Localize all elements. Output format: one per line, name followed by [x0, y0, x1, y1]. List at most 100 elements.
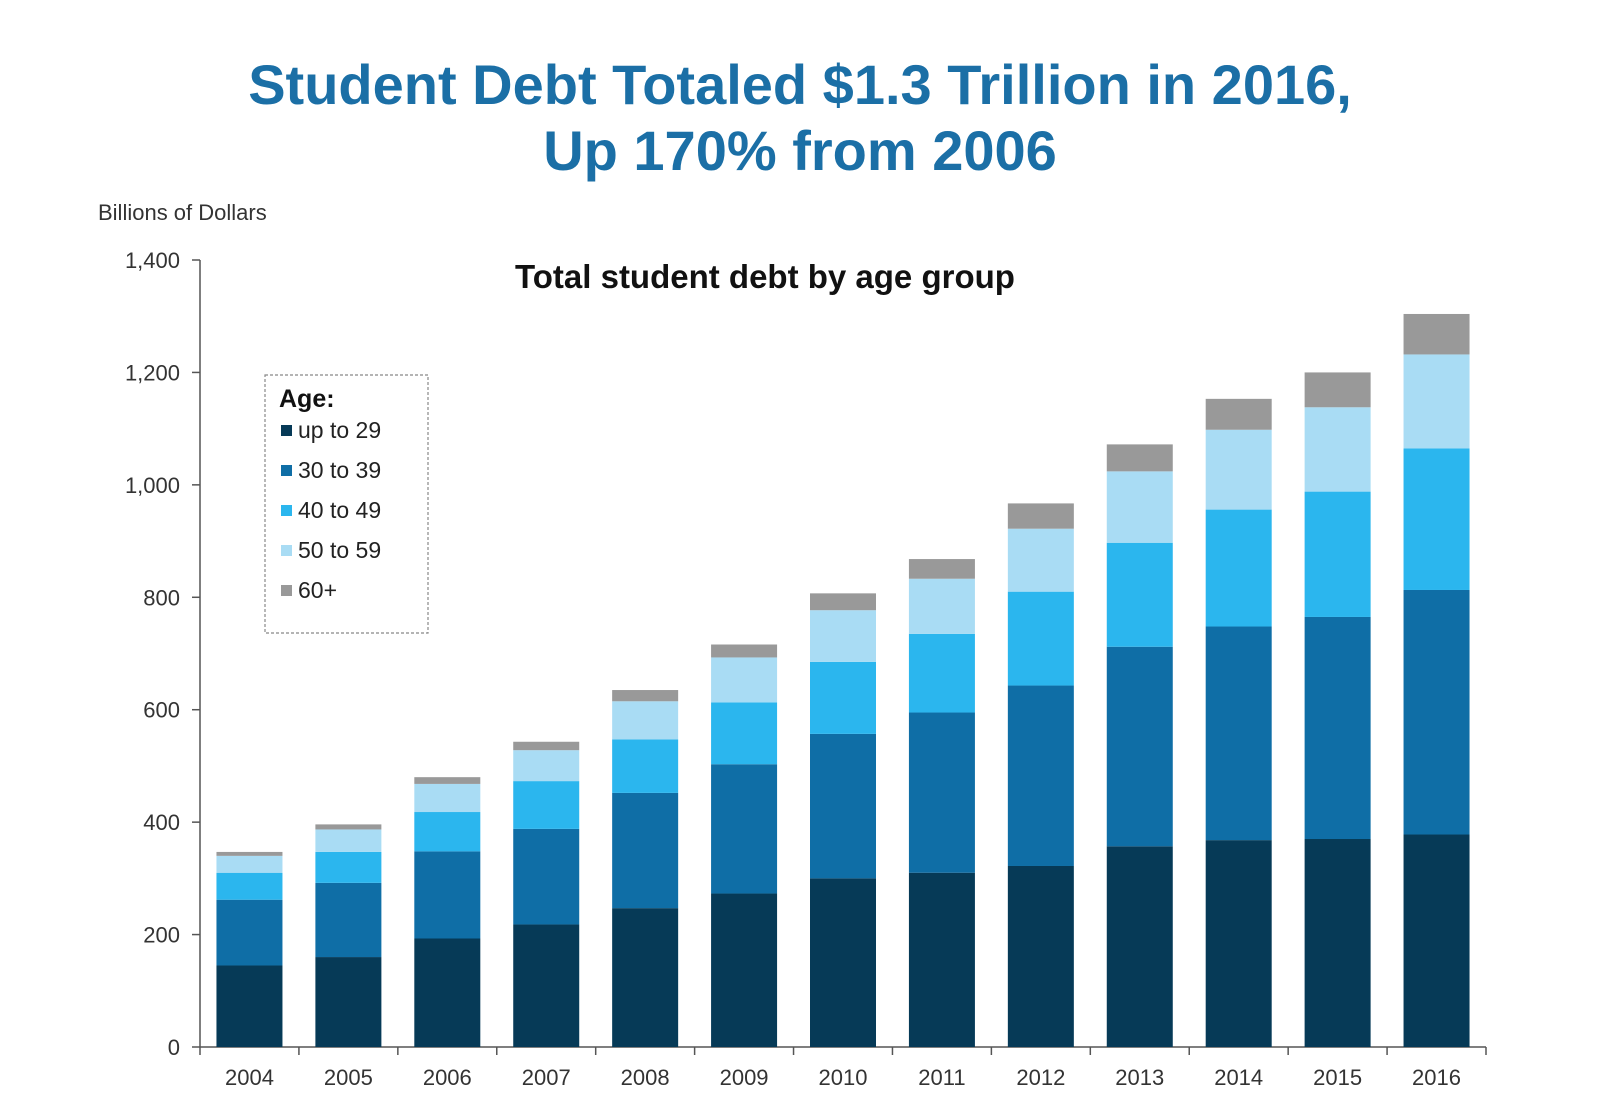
chart-title: Student Debt Totaled $1.3 Trillion in 20… [0, 52, 1600, 184]
x-tick-label: 2008 [621, 1065, 670, 1090]
bar-segment-2009-series-3 [711, 702, 778, 765]
x-tick-label: 2009 [720, 1065, 769, 1090]
bar-segment-2014-series-2 [1205, 626, 1272, 841]
bar-segment-2010-series-4 [810, 610, 876, 662]
bar-segment-2012-series-3 [1007, 591, 1074, 686]
bar-segment-2005-series-5 [315, 824, 382, 830]
bar-segment-2012-series-5 [1007, 503, 1074, 529]
bar-segment-2013-series-3 [1106, 542, 1173, 647]
bar-segment-2016-series-5 [1403, 313, 1470, 355]
y-tick-label: 1,400 [125, 248, 180, 273]
bar-segment-2012-series-2 [1007, 685, 1074, 866]
bar-segment-2014-series-1 [1205, 840, 1272, 1047]
bar-segment-2012-series-1 [1007, 865, 1074, 1047]
legend-swatch [281, 505, 292, 516]
y-tick-label: 200 [143, 923, 180, 948]
bar-segment-2007-series-3 [513, 781, 580, 829]
legend-label: 40 to 49 [298, 497, 381, 523]
bar-segment-2010-series-2 [810, 733, 876, 879]
bar-segment-2005-series-1 [315, 957, 382, 1047]
bar-segment-2008-series-4 [612, 701, 679, 740]
legend-title: Age: [279, 385, 335, 413]
bar-segment-2015-series-1 [1304, 839, 1371, 1047]
y-tick-label: 600 [143, 698, 180, 723]
y-axis-label: Billions of Dollars [98, 200, 267, 225]
title-line-2: Up 170% from 2006 [543, 119, 1057, 182]
bar-segment-2014-series-4 [1205, 429, 1272, 510]
x-tick-label: 2004 [225, 1065, 274, 1090]
bar-segment-2009-series-4 [711, 657, 778, 703]
bar-segment-2010-series-1 [810, 878, 876, 1047]
bar-segment-2007-series-5 [513, 741, 580, 751]
y-tick-label: 1,000 [125, 473, 180, 498]
bar-segment-2008-series-2 [612, 792, 679, 909]
legend-swatch [281, 465, 292, 476]
x-tick-label: 2007 [522, 1065, 571, 1090]
bar-segment-2006-series-1 [414, 938, 481, 1047]
bar-segment-2004-series-2 [216, 899, 283, 966]
legend-label: 60+ [298, 577, 337, 603]
legend-swatch [281, 585, 292, 596]
bar-segment-2014-series-3 [1205, 509, 1272, 627]
y-tick-label: 400 [143, 810, 180, 835]
bar-segment-2009-series-1 [711, 893, 778, 1047]
bar-segment-2011-series-5 [908, 559, 975, 579]
bar-segment-2015-series-5 [1304, 372, 1371, 408]
bar-segment-2011-series-3 [908, 633, 975, 713]
bar-segment-2013-series-1 [1106, 846, 1173, 1047]
x-tick-label: 2016 [1412, 1065, 1461, 1090]
bar-segment-2011-series-4 [908, 578, 975, 634]
legend-label: up to 29 [298, 417, 381, 443]
y-tick-label: 1,200 [125, 360, 180, 385]
bar-segment-2008-series-1 [612, 908, 679, 1047]
bar-segment-2008-series-3 [612, 739, 679, 793]
bar-segment-2015-series-2 [1304, 616, 1371, 840]
bar-segment-2014-series-5 [1205, 398, 1272, 430]
bar-segment-2013-series-4 [1106, 471, 1173, 543]
bar-segment-2006-series-2 [414, 851, 481, 939]
bar-segment-2016-series-2 [1403, 589, 1470, 835]
x-tick-label: 2010 [819, 1065, 868, 1090]
bar-segment-2006-series-4 [414, 783, 481, 813]
bar-segment-2016-series-1 [1403, 834, 1470, 1047]
bar-segment-2006-series-3 [414, 812, 481, 852]
bar-segment-2016-series-4 [1403, 354, 1470, 449]
x-tick-label: 2011 [918, 1065, 965, 1090]
x-tick-label: 2012 [1016, 1065, 1065, 1090]
bar-segment-2005-series-2 [315, 882, 382, 958]
chart-subtitle: Total student debt by age group [515, 258, 1015, 295]
y-tick-label: 0 [168, 1035, 180, 1060]
bar-segment-2009-series-5 [711, 644, 778, 658]
bar-segment-2008-series-5 [612, 690, 679, 702]
bar-segment-2004-series-3 [216, 872, 283, 900]
bar-segment-2006-series-5 [414, 777, 481, 784]
x-tick-label: 2014 [1214, 1065, 1263, 1090]
bar-segment-2011-series-1 [908, 872, 975, 1047]
bar-segment-2015-series-4 [1304, 407, 1371, 492]
x-tick-label: 2005 [324, 1065, 373, 1090]
legend-swatch [281, 425, 292, 436]
legend-label: 50 to 59 [298, 537, 381, 563]
bar-segment-2004-series-4 [216, 855, 283, 873]
bar-segment-2015-series-3 [1304, 491, 1371, 617]
bar-segment-2004-series-5 [216, 851, 283, 856]
bar-segment-2007-series-1 [513, 924, 580, 1047]
bar-segment-2011-series-2 [908, 712, 975, 873]
title-line-1: Student Debt Totaled $1.3 Trillion in 20… [248, 53, 1352, 116]
bar-segment-2010-series-3 [810, 661, 876, 734]
legend-label: 30 to 39 [298, 457, 381, 483]
bar-segment-2013-series-2 [1106, 646, 1173, 847]
bar-segment-2005-series-4 [315, 829, 382, 852]
x-tick-label: 2013 [1115, 1065, 1164, 1090]
y-tick-label: 800 [143, 585, 180, 610]
bar-segment-2004-series-1 [216, 965, 283, 1047]
legend-swatch [281, 545, 292, 556]
bar-segment-2016-series-3 [1403, 448, 1470, 590]
x-tick-label: 2006 [423, 1065, 472, 1090]
bar-segment-2007-series-2 [513, 828, 580, 925]
bar-segment-2007-series-4 [513, 750, 580, 782]
x-tick-label: 2015 [1313, 1065, 1362, 1090]
bar-segment-2010-series-5 [810, 593, 876, 611]
bar-segment-2005-series-3 [315, 851, 382, 883]
